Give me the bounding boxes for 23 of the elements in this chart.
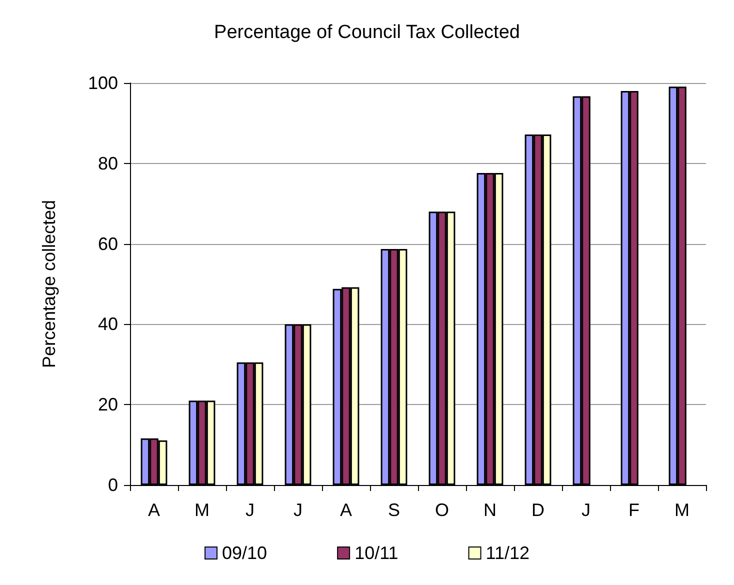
x-tick-label: O — [434, 500, 450, 520]
y-tick-label: 40 — [98, 314, 118, 334]
x-tick-label: J — [294, 500, 302, 520]
y-axis-title: Percentage collected — [39, 200, 59, 368]
y-tick-label: 20 — [98, 394, 118, 415]
x-tick-label: F — [628, 500, 640, 520]
x-tick-label: D — [532, 500, 544, 520]
chart-title: Percentage of Council Tax Collected — [214, 22, 520, 43]
legend-label: 09/10 — [222, 543, 268, 563]
y-tick-label: 80 — [98, 153, 118, 174]
y-tick-label: 100 — [88, 73, 118, 93]
y-tick-label: 0 — [108, 475, 118, 495]
x-tick-label: A — [340, 500, 352, 520]
x-tick-label: A — [148, 500, 160, 520]
legend-label: 10/11 — [354, 543, 398, 563]
x-tick-label: N — [484, 500, 496, 520]
x-tick-label: M — [194, 500, 210, 520]
legend-label: 11/12 — [486, 543, 530, 563]
x-tick-label: M — [674, 500, 690, 520]
y-tick-label: 60 — [98, 234, 118, 254]
x-tick-label: S — [388, 500, 400, 520]
x-tick-label: J — [246, 500, 254, 520]
x-tick-label: J — [582, 500, 590, 520]
